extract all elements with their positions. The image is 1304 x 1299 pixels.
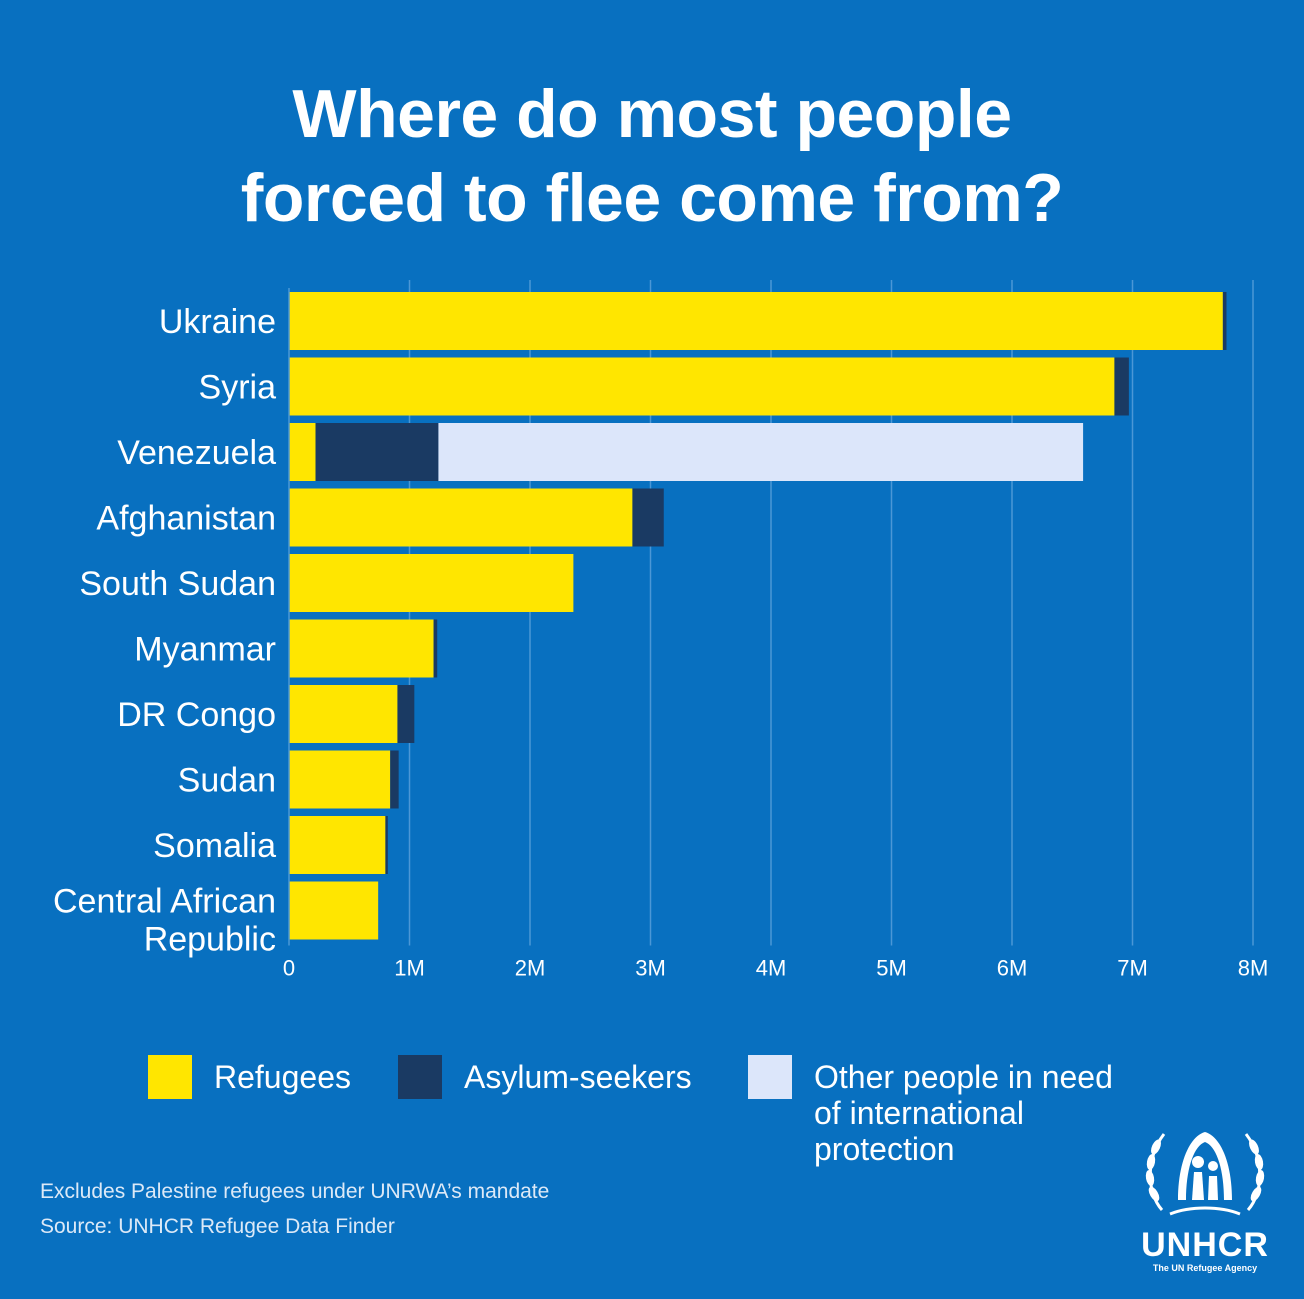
legend-label-asylum-seekers: Asylum-seekers — [464, 1059, 692, 1095]
legend-swatch-asylum-seekers — [398, 1055, 442, 1099]
legend-label-line: Other people in need — [814, 1059, 1113, 1095]
legend-item-other-protection: Other people in need of international pr… — [748, 1055, 1113, 1167]
category-label: DR Congo — [117, 696, 276, 734]
legend-label-line: of international — [814, 1095, 1024, 1131]
bar-refugees — [289, 292, 1223, 350]
title-line-1: Where do most people — [292, 76, 1012, 152]
x-tick-label: 7M — [1117, 956, 1148, 981]
legend-label-refugees: Refugees — [214, 1059, 351, 1095]
footnote-source: Source: UNHCR Refugee Data Finder — [40, 1215, 395, 1238]
legend-swatch-other-protection — [748, 1055, 792, 1099]
bar-chart: Ukraine Syria Venezuela Afghanistan South Su… — [53, 280, 1269, 981]
legend-label-other-protection: Other people in need of international pr… — [814, 1059, 1113, 1167]
bar-asylum-seekers — [397, 685, 415, 743]
logo-tagline: The UN Refugee Agency — [1152, 1263, 1258, 1273]
x-tick-label: 5M — [876, 956, 907, 981]
bar-asylum-seekers — [1114, 357, 1129, 416]
bar-asylum-seekers — [433, 619, 438, 678]
legend-item-refugees: Refugees — [148, 1055, 351, 1099]
x-tick-label: 8M — [1238, 956, 1269, 981]
category-label: Sudan — [178, 762, 276, 800]
bar-refugees — [289, 357, 1115, 416]
legend-swatch-refugees — [148, 1055, 192, 1099]
x-tick-label: 0 — [283, 956, 295, 981]
bar-asylum-seekers — [390, 750, 399, 809]
x-tick-label: 1M — [394, 956, 425, 981]
legend-item-asylum-seekers: Asylum-seekers — [398, 1055, 692, 1099]
category-label: Syria — [199, 369, 277, 407]
bar-refugees — [289, 619, 434, 678]
bar-asylum-seekers — [1222, 292, 1227, 350]
logo-wordmark: UNHCR — [1141, 1226, 1269, 1264]
unhcr-emblem-icon — [1145, 1132, 1265, 1216]
bar-other-people-in-need-of-international-protection — [438, 423, 1084, 481]
chart-title: Where do most people forced to flee come… — [0, 72, 1304, 240]
bar-refugees — [289, 685, 398, 743]
category-label: Central African — [53, 883, 276, 921]
bar-refugees — [289, 554, 574, 612]
footnote-note: Excludes Palestine refugees under UNRWA’… — [40, 1180, 550, 1203]
x-tick-label: 6M — [997, 956, 1028, 981]
bar-refugees — [289, 750, 391, 809]
x-tick-label: 3M — [635, 956, 666, 981]
bar-refugees — [289, 881, 379, 940]
bar-asylum-seekers — [632, 488, 664, 547]
x-tick-label: 2M — [515, 956, 546, 981]
unhcr-logo: UNHCR The UN Refugee Agency — [1130, 1122, 1280, 1273]
bar-refugees — [289, 423, 316, 481]
legend-label-line: protection — [814, 1131, 955, 1167]
category-label: Republic — [144, 921, 276, 959]
bar-refugees — [289, 488, 633, 547]
category-label: Afghanistan — [96, 500, 276, 538]
x-tick-label: 4M — [756, 956, 787, 981]
title-line-2: forced to flee come from? — [240, 160, 1064, 236]
category-label: Myanmar — [134, 631, 276, 669]
bar-asylum-seekers — [385, 816, 388, 874]
category-label: Venezuela — [117, 434, 276, 472]
category-label: South Sudan — [79, 565, 276, 603]
category-label: Ukraine — [159, 303, 276, 341]
category-label: Somalia — [153, 827, 276, 865]
bar-refugees — [289, 816, 386, 874]
bar-asylum-seekers — [315, 423, 439, 481]
